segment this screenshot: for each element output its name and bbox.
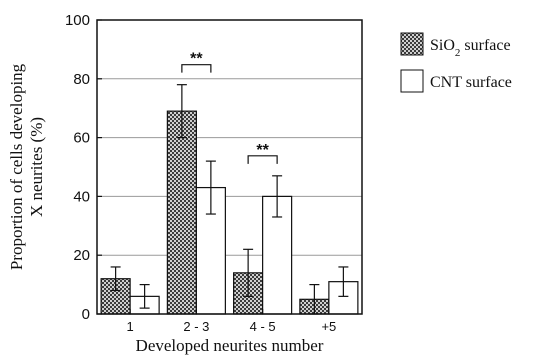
legend-label-cnt: CNT surface xyxy=(430,74,512,91)
x-tick-label: 4 - 5 xyxy=(250,319,276,334)
y-tick-label: 100 xyxy=(65,12,90,29)
grid-lines xyxy=(97,78,362,256)
x-tick-label: 2 - 3 xyxy=(183,319,209,334)
bars xyxy=(100,110,359,315)
y-axis-title-line-1: Proportion of cells developing xyxy=(7,63,26,270)
significance-bracket xyxy=(247,155,278,164)
legend-swatch-cnt xyxy=(400,69,424,93)
plot-frame xyxy=(96,19,363,315)
y-tick-label: 0 xyxy=(82,306,90,323)
significance-bracket xyxy=(181,64,212,73)
x-axis-title: Developed neurites number xyxy=(136,336,324,355)
x-tick-label: 1 xyxy=(127,319,134,334)
error-bars xyxy=(110,84,349,315)
significance-markers: ** ** xyxy=(181,51,278,164)
x-tick-label: +5 xyxy=(321,319,336,334)
bar-sio2 xyxy=(166,110,197,315)
significance-label: ** xyxy=(190,51,203,68)
legend-swatch-sio2 xyxy=(400,32,424,56)
y-tick-label: 20 xyxy=(73,247,90,264)
significance-label: ** xyxy=(256,142,269,159)
legend-label-sio2: SiO2 surface xyxy=(430,37,511,59)
y-tick-label: 40 xyxy=(73,188,90,205)
y-tick-labels: 0 20 40 60 80 100 xyxy=(65,12,102,323)
legend: SiO2 surface CNT surface xyxy=(400,32,512,93)
x-tick-labels: 1 2 - 3 4 - 5 +5 xyxy=(127,309,336,334)
y-tick-label: 80 xyxy=(73,71,90,88)
y-axis-title-line-2: X neurites (%) xyxy=(27,117,46,217)
y-tick-label: 60 xyxy=(73,130,90,147)
